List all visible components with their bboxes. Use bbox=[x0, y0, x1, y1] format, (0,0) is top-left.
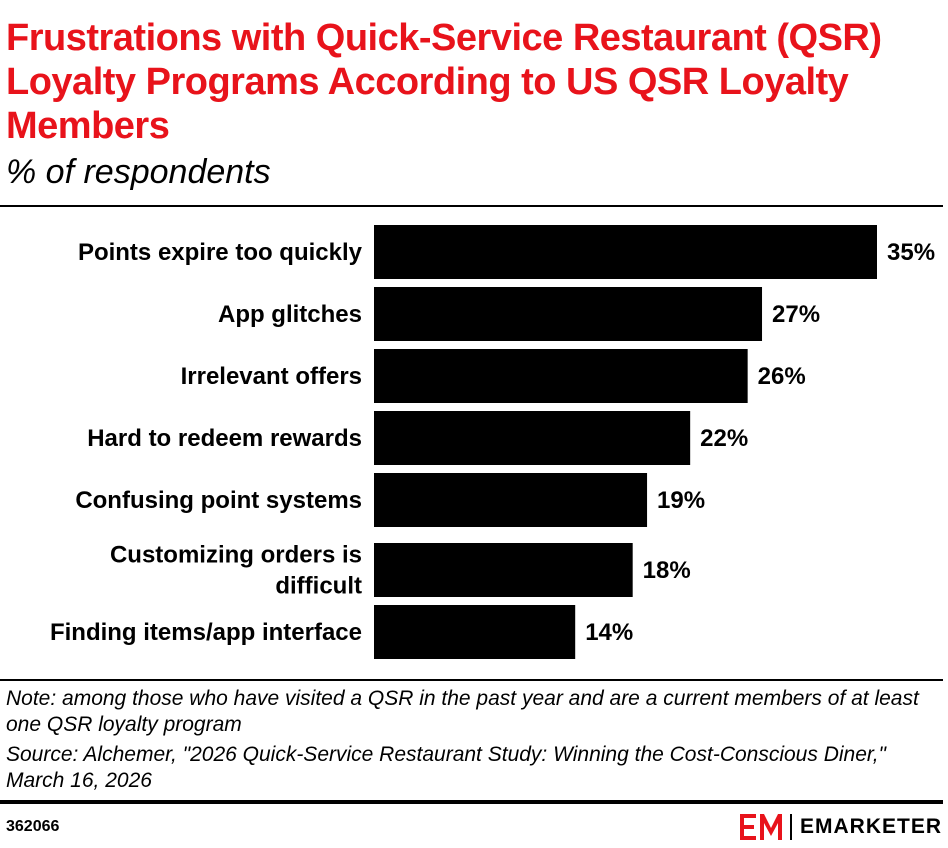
chart-note: Note: among those who have visited a QSR… bbox=[6, 687, 919, 736]
category-label: Customizing orders is difficult bbox=[110, 542, 362, 600]
chart-id: 362066 bbox=[6, 818, 60, 835]
category-label: Confusing point systems bbox=[75, 487, 362, 514]
value-label: 14% bbox=[585, 619, 633, 646]
bar bbox=[374, 605, 576, 659]
category-label: Finding items/app interface bbox=[50, 619, 362, 646]
category-label: App glitches bbox=[218, 301, 362, 328]
category-label: Irrelevant offers bbox=[181, 363, 362, 390]
value-label: 27% bbox=[772, 301, 820, 328]
chart-title: Frustrations with Quick-Service Restaura… bbox=[6, 17, 882, 147]
value-label: 19% bbox=[657, 487, 705, 514]
category-label-line: Irrelevant offers bbox=[181, 363, 362, 390]
category-label: Points expire too quickly bbox=[78, 239, 363, 266]
value-label: 18% bbox=[643, 557, 691, 584]
category-label: Hard to redeem rewards bbox=[87, 425, 362, 452]
value-label: 26% bbox=[758, 363, 806, 390]
value-label: 35% bbox=[887, 239, 935, 266]
value-label: 22% bbox=[700, 425, 748, 452]
brand: EMARKETER bbox=[739, 812, 942, 842]
bottom-divider bbox=[0, 800, 943, 804]
bar bbox=[374, 225, 877, 279]
top-divider bbox=[0, 205, 943, 207]
bar bbox=[374, 543, 633, 597]
brand-separator bbox=[789, 814, 792, 840]
chart-source: Source: Alchemer, "2026 Quick-Service Re… bbox=[6, 743, 887, 792]
brand-name: EMARKETER bbox=[799, 815, 942, 838]
category-label-line: difficult bbox=[275, 573, 362, 600]
bar bbox=[374, 287, 763, 341]
category-label-line: App glitches bbox=[218, 301, 362, 328]
category-label-line: Finding items/app interface bbox=[50, 619, 362, 646]
bar bbox=[374, 411, 691, 465]
bar bbox=[374, 473, 648, 527]
footer-divider bbox=[0, 679, 943, 681]
chart-subtitle: % of respondents bbox=[6, 153, 271, 191]
bar bbox=[374, 349, 748, 403]
category-label-line: Customizing orders is bbox=[110, 542, 362, 569]
category-label-line: Hard to redeem rewards bbox=[87, 425, 362, 452]
bar-chart: Points expire too quickly 35% App glitches… bbox=[50, 225, 935, 659]
category-label-line: Confusing point systems bbox=[75, 487, 362, 514]
category-label-line: Points expire too quickly bbox=[78, 239, 363, 266]
em-logo-icon bbox=[739, 814, 782, 840]
